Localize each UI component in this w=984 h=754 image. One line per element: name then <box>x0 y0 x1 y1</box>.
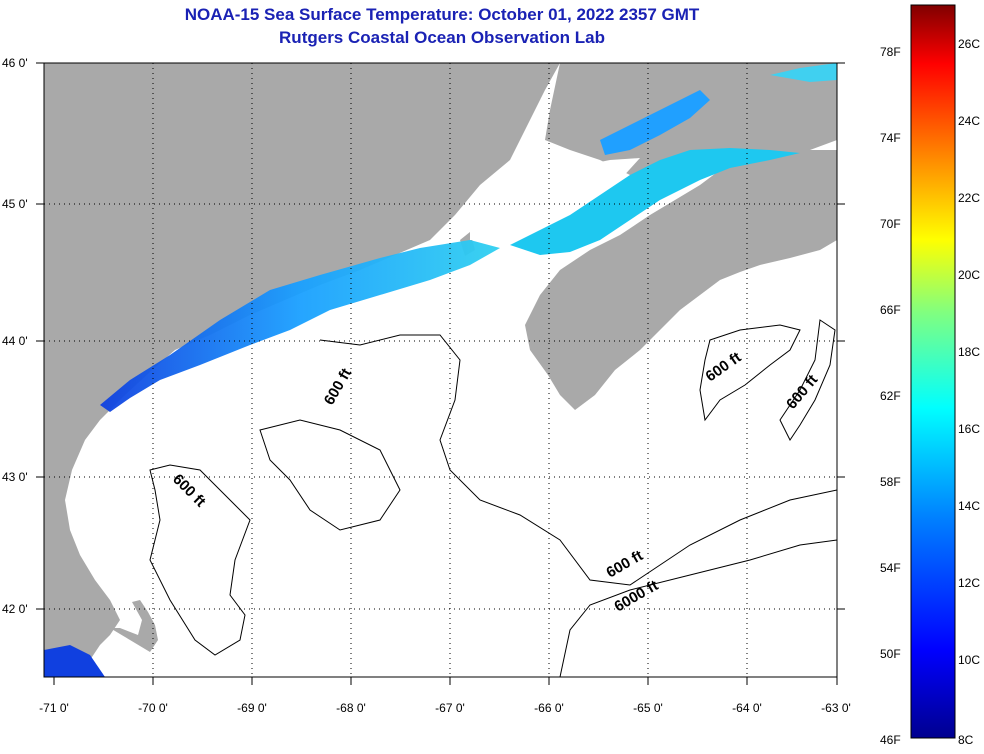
colorbar-f-label: 46F <box>880 733 901 747</box>
colorbar-f-label: 70F <box>880 217 901 231</box>
lat-label: 42 0' <box>2 602 28 616</box>
lat-label: 44 0' <box>2 334 28 348</box>
chart-subtitle: Rutgers Coastal Ocean Observation Lab <box>279 28 605 47</box>
sst-ne-corner <box>770 63 837 82</box>
sst-coastal-band <box>100 240 500 412</box>
contour-600ft-b <box>319 334 837 586</box>
lon-ticks <box>53 677 838 685</box>
lat-label: 46 0' <box>2 56 28 70</box>
colorbar-c-labels: 26C 24C 22C 20C 18C 16C 14C 12C 10C 8C <box>958 37 980 747</box>
lat-label: 45 0' <box>2 197 28 211</box>
lat-ticks <box>36 62 845 610</box>
lon-label: -70 0' <box>138 701 168 715</box>
lon-label: -71 0' <box>39 701 69 715</box>
colorbar-c-label: 18C <box>958 345 980 359</box>
colorbar-c-label: 14C <box>958 499 980 513</box>
land-cape-cod <box>110 600 158 652</box>
contour-600ft-e <box>259 419 401 531</box>
lon-label: -69 0' <box>237 701 267 715</box>
contour-6000ft <box>559 539 837 677</box>
sst-bay-of-fundy <box>510 148 800 255</box>
lat-label: 43 0' <box>2 470 28 484</box>
colorbar-c-label: 26C <box>958 37 980 51</box>
colorbar-f-label: 58F <box>880 475 901 489</box>
colorbar-c-label: 22C <box>958 191 980 205</box>
lon-label: -66 0' <box>534 701 564 715</box>
lon-label: -67 0' <box>435 701 465 715</box>
cloud-area <box>470 158 640 240</box>
colorbar-f-label: 66F <box>880 303 901 317</box>
colorbar-c-label: 8C <box>958 733 974 747</box>
colorbar-c-label: 10C <box>958 653 980 667</box>
colorbar-c-label: 24C <box>958 114 980 128</box>
lon-label: -64 0' <box>732 701 762 715</box>
colorbar-f-label: 78F <box>880 45 901 59</box>
contour-600ft-a <box>149 464 251 656</box>
colorbar-f-labels: 78F 74F 70F 66F 62F 58F 54F 50F 46F <box>880 45 901 747</box>
lon-label: -63 0' <box>821 701 851 715</box>
colorbar-f-label: 62F <box>880 389 901 403</box>
chart-title: NOAA-15 Sea Surface Temperature: October… <box>184 5 700 24</box>
land-nova-scotia <box>525 150 837 410</box>
colorbar-f-label: 74F <box>880 131 901 145</box>
land-new-england <box>44 63 560 677</box>
map-frame <box>43 62 838 678</box>
bathymetry-contours <box>149 319 837 677</box>
colorbar-f-label: 54F <box>880 561 901 575</box>
lat-lon-grid <box>44 63 837 677</box>
colorbar-c-label: 12C <box>958 576 980 590</box>
colorbar-c-label: 20C <box>958 268 980 282</box>
colorbar <box>910 4 956 739</box>
lon-label: -65 0' <box>633 701 663 715</box>
colorbar-f-label: 50F <box>880 647 901 661</box>
sst-cape-cod <box>44 645 105 677</box>
contour-600ft-d <box>779 319 836 441</box>
contour-600ft-c <box>699 324 801 422</box>
sst-bay-upper <box>600 90 710 155</box>
lon-label: -68 0' <box>336 701 366 715</box>
colorbar-c-label: 16C <box>958 422 980 436</box>
